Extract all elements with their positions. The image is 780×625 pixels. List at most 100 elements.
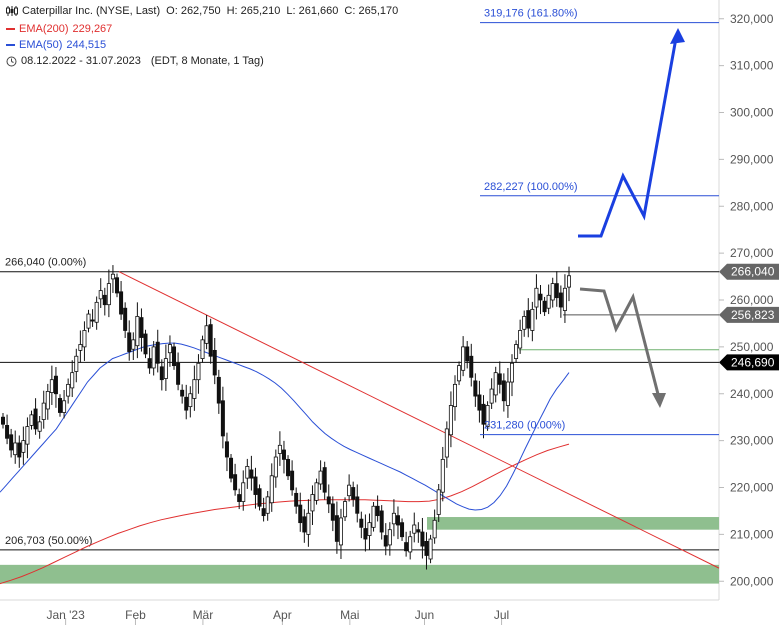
candle-body (127, 332, 132, 352)
candle-body (294, 492, 299, 507)
time-axis-labels: Jan '23 Feb Mär Apr Mai Jun Jul (46, 608, 509, 625)
y-tick-label: 290,000 (730, 152, 774, 166)
bearish-projection-arrow[interactable] (579, 287, 661, 399)
candle-body (249, 469, 254, 479)
candle-body (265, 496, 270, 514)
candle-body (522, 316, 527, 330)
y-tick-label: 260,000 (730, 293, 774, 307)
candle-body (147, 358, 152, 369)
candle-body (21, 440, 26, 453)
ema200-value: 229,267 (72, 23, 113, 35)
fib-label: 319,176 (161.80%) (484, 8, 578, 20)
candle-body (465, 346, 470, 362)
price-tag-label: 246,690 (731, 355, 775, 369)
candle-body (286, 458, 291, 477)
candle-body (432, 519, 437, 539)
candle-body (110, 273, 115, 280)
x-tick-label: Jun (415, 608, 434, 622)
candle-body (143, 333, 148, 355)
candle-body (253, 476, 258, 495)
low-value: L: 261,660 (286, 5, 339, 17)
fibonacci-levels: 319,176 (161.80%) 282,227 (100.00%) 231,28… (480, 8, 719, 436)
candlesticks (0, 265, 572, 570)
candle-body (29, 414, 34, 426)
candle-body (66, 383, 71, 397)
candle-body (277, 444, 282, 454)
date-range-text: 08.12.2022 - 31.07.2023 (21, 55, 141, 67)
x-tick-label: Jul (494, 608, 509, 622)
candle-body (298, 504, 303, 524)
level-lines: 266,040 (0.00%) 206,703 (50.00%) (0, 257, 719, 551)
candle-body (526, 310, 531, 329)
candle-body (530, 308, 535, 331)
candle-body (224, 441, 229, 458)
candle-body (131, 339, 136, 350)
candle-body (302, 516, 307, 533)
y-tick-label: 200,000 (730, 574, 774, 588)
open-value: O: 262,750 (166, 5, 221, 17)
candle-body (58, 398, 63, 413)
candle-body (200, 339, 205, 359)
candle-body (139, 317, 144, 338)
clock-icon (6, 56, 17, 67)
candle-body (273, 456, 278, 478)
legend-ema50[interactable]: EMA(50) 244,515 (6, 39, 112, 51)
candle-body (98, 290, 103, 300)
x-tick-label: Mär (193, 608, 214, 622)
bullish-projection-arrow[interactable] (578, 37, 678, 238)
price-axis-ticks: 200,000 210,000 220,000 230,000 240,000 250,0… (719, 12, 774, 588)
candle-body (322, 467, 327, 493)
candle-body (330, 503, 335, 521)
candle-body (509, 362, 514, 383)
candle-body (115, 277, 120, 294)
candle-body (534, 287, 539, 308)
price-tag (719, 354, 779, 371)
candle-body (245, 466, 250, 479)
candle-body (440, 458, 445, 493)
candle-body (106, 283, 111, 306)
candle-body (326, 496, 331, 505)
candle-body (41, 402, 46, 420)
y-tick-label: 300,000 (730, 106, 774, 120)
candle-body (172, 346, 177, 367)
candle-body (25, 426, 30, 445)
y-tick-label: 320,000 (730, 12, 774, 26)
legend-ema200[interactable]: EMA(200) 229,267 (6, 23, 118, 35)
candle-body (229, 457, 234, 479)
y-tick-label: 310,000 (730, 59, 774, 73)
candle-body (567, 275, 572, 288)
candle-body (538, 293, 543, 301)
candle-body (119, 291, 124, 315)
bearish-arrow-head-icon (652, 393, 666, 408)
candle-body (412, 524, 417, 534)
support-zones (0, 517, 719, 584)
ema200-swatch (6, 28, 15, 31)
candle-body (505, 381, 510, 406)
level-label: 206,703 (50.00%) (5, 535, 92, 547)
x-tick-label: Feb (125, 608, 146, 622)
y-tick-label: 220,000 (730, 481, 774, 495)
x-tick-label: Apr (273, 608, 292, 622)
candle-body (387, 529, 392, 546)
candle-body (477, 394, 482, 411)
candle-body (558, 292, 563, 308)
candle-body (233, 474, 238, 491)
candle-body (371, 505, 376, 528)
candle-body (514, 344, 519, 359)
candle-body (383, 535, 388, 547)
candle-body (469, 355, 474, 378)
date-range-detail: (EDT, 8 Monate, 1 Tag) (150, 55, 264, 67)
candle-body (497, 373, 502, 385)
candle-body (461, 346, 466, 371)
candle-body (448, 405, 453, 436)
candle-body (196, 362, 201, 381)
candle-body (306, 512, 311, 535)
candle-body (49, 379, 54, 393)
downtrend-line[interactable] (118, 271, 720, 569)
candle-body (489, 388, 494, 404)
candle-body (45, 391, 50, 410)
ema50-value: 244,515 (66, 39, 107, 51)
fib-label: 282,227 (100.00%) (484, 181, 578, 193)
candle-body (82, 330, 87, 348)
